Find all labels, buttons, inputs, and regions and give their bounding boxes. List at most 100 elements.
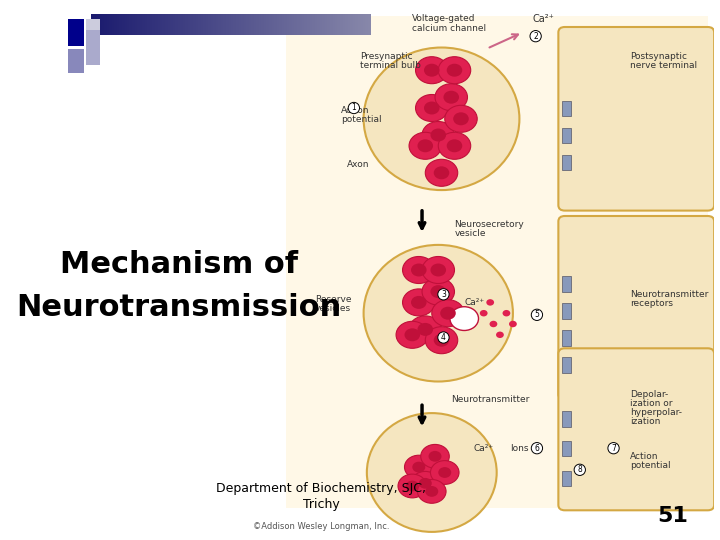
FancyBboxPatch shape [86,19,100,30]
Circle shape [438,132,471,159]
Circle shape [411,471,439,495]
Text: receptors: receptors [630,299,672,308]
FancyBboxPatch shape [562,357,572,373]
FancyBboxPatch shape [387,451,438,494]
Circle shape [402,256,435,284]
Circle shape [406,481,419,491]
FancyBboxPatch shape [68,49,84,73]
Circle shape [420,444,449,468]
Circle shape [418,323,433,336]
Circle shape [396,321,428,348]
Circle shape [428,451,441,462]
Text: Ca²⁺: Ca²⁺ [464,298,485,307]
Circle shape [424,64,439,77]
Text: Ions: Ions [510,444,528,453]
FancyBboxPatch shape [562,411,572,427]
Text: calcium channel: calcium channel [413,24,487,32]
Text: Reserve: Reserve [315,295,351,304]
Circle shape [424,102,439,114]
Circle shape [402,289,435,316]
Circle shape [426,327,458,354]
Text: Postsynaptic: Postsynaptic [630,52,687,61]
Text: terminal bulb: terminal bulb [360,62,421,70]
Text: Depolar-: Depolar- [630,390,668,399]
Circle shape [503,310,510,316]
FancyBboxPatch shape [562,155,572,170]
Text: Action: Action [341,106,369,115]
Text: vesicles: vesicles [315,305,351,313]
Text: Neurosecretory: Neurosecretory [454,220,524,228]
Circle shape [509,321,517,327]
Circle shape [435,84,467,111]
Ellipse shape [364,245,513,382]
Circle shape [446,139,462,152]
Circle shape [405,455,433,479]
Circle shape [480,310,487,316]
Circle shape [432,300,464,327]
Text: 4: 4 [441,333,446,342]
Text: Voltage-gated: Voltage-gated [413,15,476,23]
Circle shape [433,166,449,179]
Text: potential: potential [630,461,670,470]
Circle shape [440,307,456,320]
Text: 8: 8 [577,465,582,474]
Circle shape [411,264,426,276]
Circle shape [398,474,426,498]
Circle shape [431,264,446,276]
Text: nerve terminal: nerve terminal [630,62,697,70]
FancyBboxPatch shape [86,30,100,65]
Text: 51: 51 [657,505,688,526]
Ellipse shape [367,413,497,532]
Text: 3: 3 [441,290,446,299]
Text: Neurotransmitter: Neurotransmitter [630,290,708,299]
Text: 7: 7 [611,444,616,453]
FancyBboxPatch shape [558,27,714,211]
Circle shape [426,159,458,186]
Text: Presynaptic: Presynaptic [360,52,413,61]
Text: Trichy: Trichy [303,498,340,511]
Circle shape [422,256,454,284]
Circle shape [446,64,462,77]
Circle shape [411,296,426,309]
Circle shape [405,328,420,341]
Circle shape [450,307,479,330]
FancyBboxPatch shape [562,303,572,319]
Text: ©Addison Wesley Longman, Inc.: ©Addison Wesley Longman, Inc. [253,522,390,531]
Circle shape [418,480,446,503]
FancyBboxPatch shape [558,216,714,400]
Circle shape [438,467,451,478]
Circle shape [438,57,471,84]
FancyBboxPatch shape [68,19,84,46]
Circle shape [431,461,459,484]
FancyBboxPatch shape [393,289,445,337]
Circle shape [433,334,449,347]
Text: hyperpolar-: hyperpolar- [630,408,682,417]
Text: Mechanism of: Mechanism of [60,250,297,279]
Text: Neurotransmission: Neurotransmission [16,293,341,322]
Circle shape [415,94,448,122]
Ellipse shape [364,48,519,190]
Text: 1: 1 [351,104,356,112]
FancyBboxPatch shape [396,94,448,144]
Circle shape [413,462,426,472]
Circle shape [422,278,454,305]
FancyBboxPatch shape [558,348,714,510]
Circle shape [422,122,454,148]
FancyBboxPatch shape [562,471,572,486]
Circle shape [453,112,469,125]
Text: Ca²⁺: Ca²⁺ [474,444,494,453]
Text: 2: 2 [534,32,538,40]
Text: Axon: Axon [347,160,370,169]
Circle shape [445,105,477,132]
Text: Ca²⁺: Ca²⁺ [532,14,554,24]
Circle shape [431,129,446,141]
FancyBboxPatch shape [286,16,708,508]
Circle shape [419,478,432,489]
Text: Action: Action [630,452,658,461]
Text: 6: 6 [534,444,539,453]
FancyBboxPatch shape [562,441,572,456]
Circle shape [409,132,441,159]
Text: Department of Biochemistry, SJC,: Department of Biochemistry, SJC, [217,482,426,495]
Circle shape [426,486,438,497]
FancyBboxPatch shape [562,276,572,292]
